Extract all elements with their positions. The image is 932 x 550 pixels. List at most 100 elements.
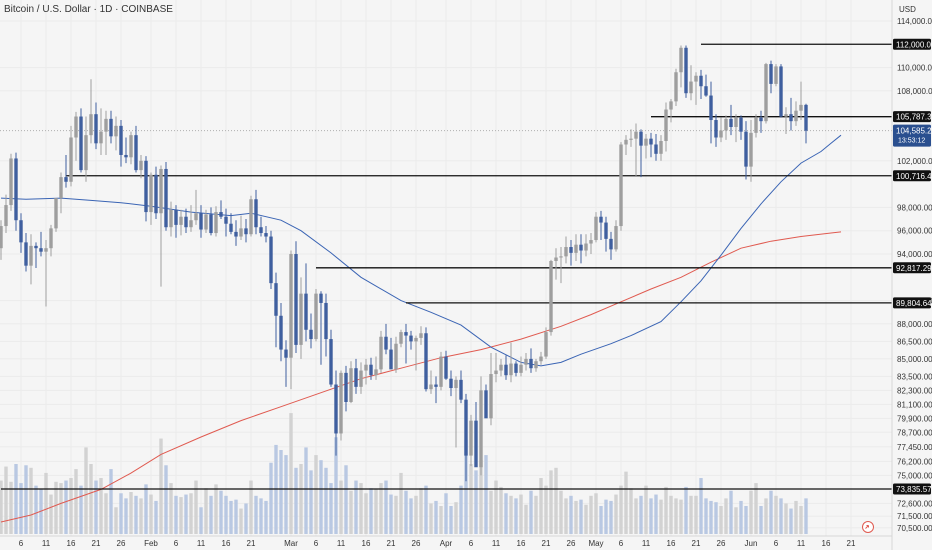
- candle: [474, 402, 478, 468]
- candle-body: [109, 118, 113, 137]
- volume-bar: [409, 498, 413, 534]
- volume-bar: [789, 508, 793, 534]
- candle-body: [634, 131, 638, 139]
- time-axis[interactable]: 6 11 16 21 26 Feb 6 11 16 21 Mar 6 11 16 21 26 Apr 6 11 16 2…: [19, 539, 856, 548]
- candle-body: [719, 130, 723, 138]
- volume-bar: [129, 492, 133, 534]
- candle-body: [464, 399, 468, 456]
- candle-body: [694, 75, 698, 82]
- candle-body: [189, 220, 193, 228]
- candle-body: [724, 118, 728, 131]
- replay-icon[interactable]: [862, 521, 874, 533]
- candle-body: [569, 247, 573, 253]
- candle-body: [399, 332, 403, 344]
- candle: [549, 259, 553, 336]
- volume-bar: [434, 500, 438, 534]
- candle-body: [244, 228, 248, 235]
- candle-body: [34, 245, 38, 249]
- candle: [399, 329, 403, 348]
- x-tick-label: 26: [412, 539, 421, 548]
- volume-bar: [529, 490, 533, 534]
- candle: [674, 68, 678, 107]
- volume-bar: [714, 502, 718, 534]
- candle: [354, 358, 358, 394]
- candle-body: [514, 363, 518, 373]
- candle-body: [194, 213, 198, 221]
- candle-body: [249, 199, 253, 235]
- volume-bar: [649, 498, 653, 534]
- candle: [329, 329, 333, 387]
- candle-body: [799, 104, 803, 111]
- candle: [9, 153, 13, 211]
- candle-body: [99, 131, 103, 144]
- candle-body: [324, 302, 328, 340]
- volume-bar: [64, 480, 68, 534]
- volume-bar: [729, 490, 733, 534]
- candle: [344, 365, 348, 412]
- candle: [694, 72, 698, 105]
- volume-bar: [779, 498, 783, 534]
- candle: [499, 358, 503, 377]
- candle: [704, 74, 708, 97]
- candle-body: [224, 216, 228, 224]
- candle: [459, 370, 463, 404]
- candle: [309, 313, 313, 349]
- candle-body: [69, 137, 73, 182]
- candle: [699, 69, 703, 100]
- candle-body: [59, 177, 63, 199]
- candle-body: [484, 390, 488, 419]
- candle: [664, 102, 668, 152]
- candle: [334, 370, 338, 456]
- candle: [169, 201, 173, 237]
- candle-body: [544, 332, 548, 357]
- price-axis[interactable]: 114,000.00 110,000.00 108,000.00 102,000.00…: [897, 17, 932, 533]
- candle-body: [424, 333, 428, 390]
- volume-bar: [584, 504, 588, 534]
- candle: [509, 342, 513, 383]
- candle: [104, 110, 108, 155]
- candle-body: [709, 95, 713, 121]
- candle: [269, 230, 273, 289]
- volume-bar: [534, 495, 538, 534]
- volume-bar: [14, 464, 18, 534]
- x-tick-label: 11: [197, 539, 206, 548]
- candle-body: [289, 254, 293, 358]
- volume-bar: [189, 493, 193, 534]
- y-tick-label: 94,000.00: [897, 250, 932, 259]
- candle: [429, 370, 433, 394]
- price-tags-layer: 112,000.00 105,787.37 100,716.45 92,817.29 8…: [893, 38, 932, 495]
- candle-body: [609, 238, 613, 250]
- candle-body: [204, 214, 208, 230]
- candle: [574, 234, 578, 262]
- candle-body: [704, 86, 708, 96]
- candle: [229, 213, 233, 235]
- candle: [224, 208, 228, 237]
- volume-bar: [29, 467, 33, 534]
- volume-bar: [379, 483, 383, 534]
- candle: [319, 291, 323, 365]
- candle-body: [409, 335, 413, 342]
- candle-body: [614, 226, 618, 250]
- candle: [154, 166, 158, 220]
- volume-bar: [344, 465, 348, 534]
- candle-body: [689, 81, 693, 94]
- candle: [629, 129, 633, 147]
- level-tag-label: 92,817.29: [896, 264, 932, 273]
- y-tick-label: 82,300.00: [897, 386, 932, 395]
- candle-body: [474, 420, 478, 468]
- candle-body: [374, 369, 378, 376]
- candle: [239, 215, 243, 241]
- candle-body: [74, 116, 78, 138]
- volume-bar: [269, 462, 273, 534]
- volume-bar: [799, 506, 803, 534]
- volume-bar: [214, 484, 218, 534]
- candle-body: [764, 64, 768, 122]
- candle: [369, 357, 373, 380]
- candle-body: [49, 228, 53, 249]
- ma-long-line: [0, 231, 842, 523]
- candle-body: [309, 329, 313, 340]
- candle: [734, 114, 738, 143]
- candle: [764, 62, 768, 124]
- candle: [414, 335, 418, 371]
